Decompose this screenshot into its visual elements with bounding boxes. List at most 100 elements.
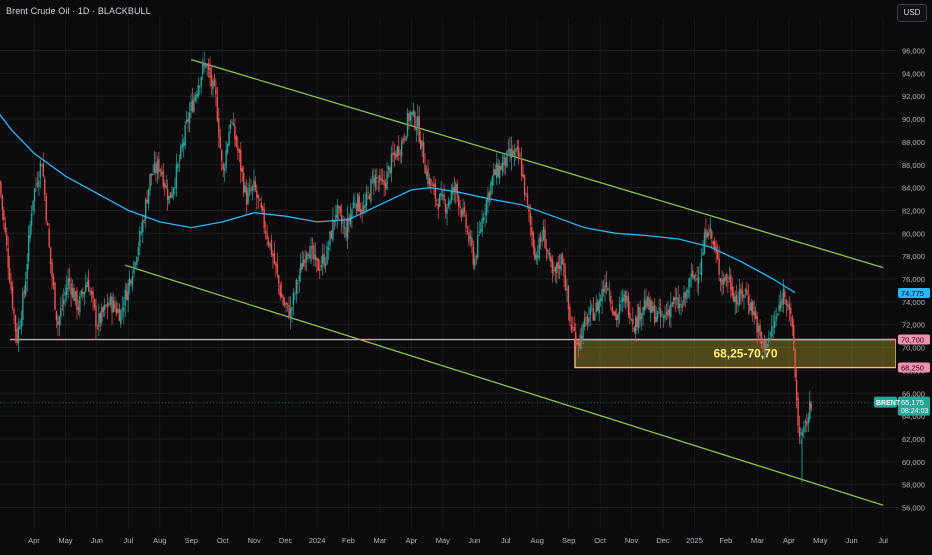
candle-body: [153, 162, 156, 173]
candle-body: [633, 327, 635, 332]
candle-body: [14, 315, 17, 332]
candle-body: [485, 199, 488, 216]
candle-body: [709, 228, 712, 233]
candle-body: [327, 247, 330, 250]
candle-body: [560, 254, 562, 271]
currency-button[interactable]: USD: [897, 4, 927, 22]
candle-body: [279, 284, 281, 297]
time-axis[interactable]: Apr May Jun Jul Aug Sep Oct Nov Dec 2024 Feb Mar Apr…: [0, 532, 932, 550]
candle-body: [193, 98, 195, 112]
candle-body: [613, 311, 615, 315]
candle-body: [169, 192, 172, 198]
candle-body: [419, 139, 422, 149]
candle-body: [144, 199, 147, 220]
candle-body: [632, 319, 634, 325]
candle-body: [512, 150, 514, 156]
candle-body: [285, 302, 287, 305]
candle-body: [452, 186, 454, 195]
candle-body: [558, 265, 561, 269]
time-tick-label: Apr: [406, 536, 418, 545]
candle-body: [785, 299, 788, 305]
candle-body: [292, 292, 295, 306]
candle-body: [32, 200, 34, 211]
price-axis[interactable]: 56,00058,00060,00062,00064,00066,00068,0…: [874, 0, 932, 550]
candle-body: [231, 121, 233, 123]
candle-body: [586, 316, 589, 325]
candle-body: [446, 207, 448, 214]
candle-body: [275, 262, 277, 267]
candle-body: [579, 334, 581, 349]
candle-body: [30, 214, 33, 226]
candle-body: [67, 278, 69, 289]
candle-body: [440, 192, 442, 196]
candle-body: [320, 265, 322, 268]
candle-body: [301, 263, 303, 270]
candle-body: [771, 326, 773, 337]
candle-body: [362, 205, 365, 212]
candle-body: [472, 247, 475, 265]
candle-body: [719, 278, 722, 283]
time-tick-label: 2025: [686, 536, 703, 545]
candle-body: [165, 185, 167, 189]
candle-body: [572, 327, 574, 329]
candle-body: [218, 118, 220, 138]
candle-body: [687, 290, 690, 293]
candle-body: [199, 86, 201, 88]
candle-body: [557, 261, 559, 269]
candle-body: [400, 140, 403, 157]
time-tick-label: Dec: [656, 536, 670, 545]
time-tick-label: May: [813, 536, 827, 545]
candle-body: [481, 218, 483, 233]
candle-body: [314, 254, 317, 260]
support-price-tag-bg: [898, 334, 930, 345]
candle-body: [646, 297, 649, 306]
candle-body: [541, 239, 543, 241]
candle-body: [570, 324, 573, 331]
candle-body: [373, 177, 375, 184]
candle-body: [117, 309, 119, 313]
candle-body: [694, 274, 697, 276]
price-tick-label: 88,000: [902, 138, 925, 147]
time-tick-label: Mar: [751, 536, 764, 545]
candle-body: [360, 208, 362, 212]
time-tick-label: Feb: [342, 536, 355, 545]
candle-body: [775, 316, 777, 321]
candle-body: [737, 303, 739, 306]
candle-body: [95, 305, 97, 327]
candle-body: [355, 204, 358, 210]
candle-body: [686, 288, 688, 299]
candle-body: [402, 137, 404, 141]
candle-body: [807, 417, 810, 423]
candle-body: [137, 247, 140, 255]
candle-body: [658, 307, 660, 310]
candle-body: [146, 199, 148, 203]
candle-body: [200, 77, 202, 86]
candle-body: [493, 169, 495, 176]
candle-body: [194, 95, 197, 101]
candle-body: [114, 302, 116, 309]
candle-body: [668, 309, 671, 316]
candle-body: [408, 113, 410, 122]
candle-body: [598, 299, 600, 314]
candle-body: [803, 426, 805, 433]
candle-body: [510, 148, 513, 159]
candle-body: [323, 253, 325, 267]
candle-body: [528, 205, 530, 213]
candle-body: [425, 171, 428, 176]
candle-body: [155, 163, 157, 174]
candle-body: [794, 349, 796, 378]
candle-body: [262, 206, 264, 211]
candle-body: [475, 255, 477, 258]
candle-body: [722, 279, 725, 284]
candle-body: [662, 316, 665, 318]
candle-body: [267, 241, 270, 245]
candle-body: [196, 93, 198, 98]
candle-body: [503, 155, 505, 166]
candle-body: [302, 259, 305, 267]
candle-body: [371, 175, 374, 178]
candle-body: [608, 292, 611, 294]
candle-body: [793, 324, 795, 350]
candle-body: [109, 295, 112, 305]
